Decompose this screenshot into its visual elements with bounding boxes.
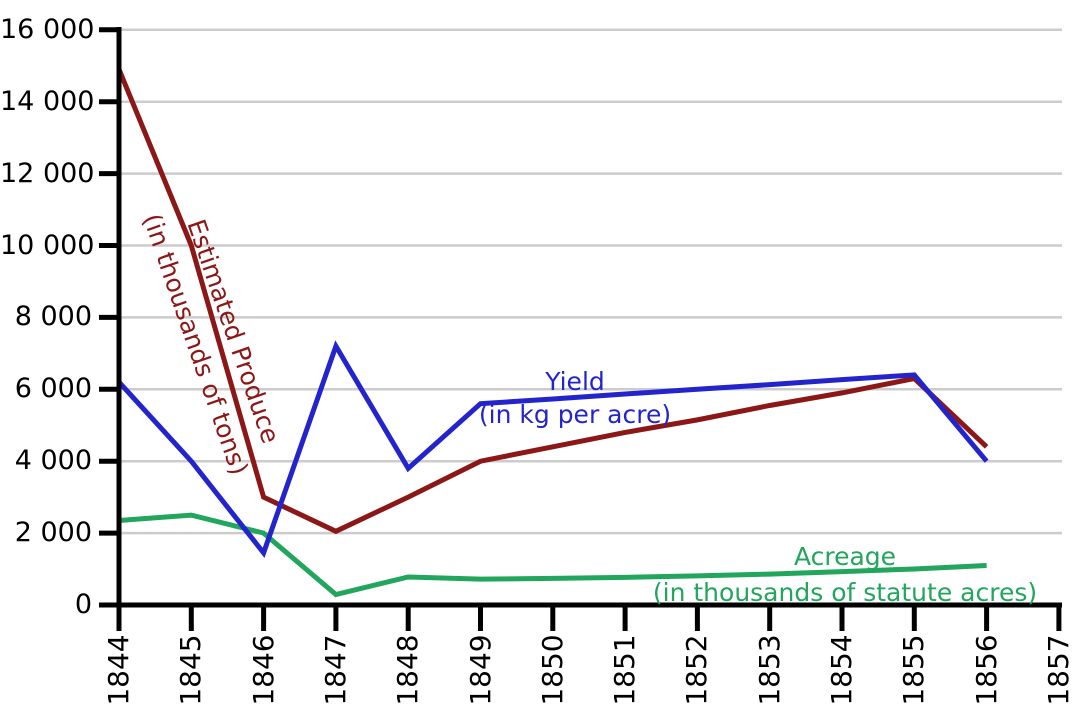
- series-line-estimated-produce: [116, 68, 989, 535]
- x-axis-tick-label: 1845: [174, 634, 208, 706]
- x-axis-tick-label: 1856: [969, 634, 1003, 706]
- series-label-acreage: Acreage (in thousands of statute acres): [653, 539, 1037, 611]
- x-axis-tick-label: 1854: [825, 634, 858, 706]
- y-axis-tick-label: 16 000: [0, 13, 95, 45]
- series-label-line: (in thousands of statute acres): [652, 578, 1038, 607]
- x-axis-tick-label: 1847: [318, 634, 352, 706]
- x-axis-tick-label: 1857: [1041, 634, 1075, 706]
- y-axis-tick-label: 14 000: [0, 85, 95, 117]
- series-label-line: Acreage: [793, 542, 897, 571]
- series-label-yield: Yield (in kg per acre): [479, 365, 671, 431]
- x-axis-tick-label: 1849: [463, 634, 497, 706]
- x-axis-tick-label: 1851: [608, 634, 642, 706]
- y-axis-tick-label: 6 000: [14, 373, 92, 405]
- y-axis-tick-label: 8 000: [14, 301, 92, 333]
- x-axis-tick-label: 1855: [897, 634, 931, 706]
- series-line-yield: [117, 340, 989, 558]
- x-axis-tick-label: 1852: [680, 634, 714, 706]
- series-label-line: Yield: [545, 367, 605, 396]
- x-axis-tick-label: 1848: [391, 634, 425, 706]
- y-axis-tick-label: 2 000: [14, 517, 92, 549]
- series-label-line: (in kg per acre): [478, 400, 672, 429]
- x-axis-tick-label: 1850: [535, 634, 569, 706]
- y-axis-tick-label: 4 000: [14, 445, 92, 477]
- y-axis-tick-label: 0: [74, 588, 92, 620]
- x-axis-tick-label: 1846: [246, 634, 280, 706]
- series-line-acreage: [118, 512, 987, 598]
- x-axis-tick-label: 1853: [752, 634, 786, 706]
- x-axis-tick-label: 1844: [102, 634, 135, 706]
- y-axis-tick-label: 10 000: [0, 229, 95, 261]
- y-axis-tick-label: 12 000: [0, 157, 95, 189]
